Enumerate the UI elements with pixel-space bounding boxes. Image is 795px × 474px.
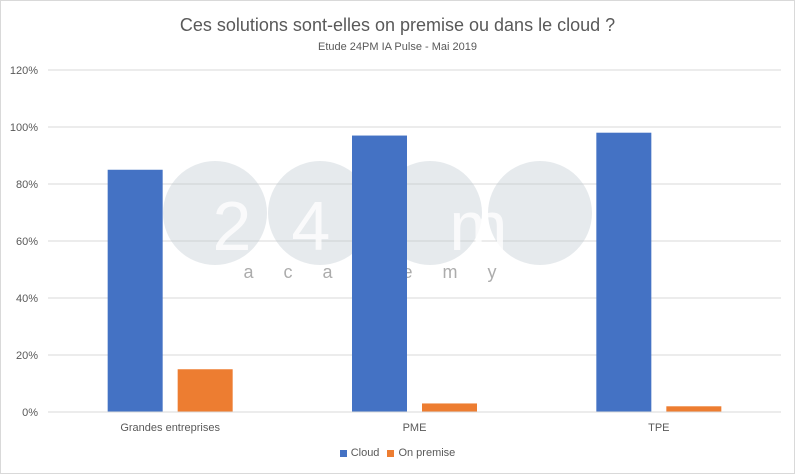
- y-tick-label: 120%: [10, 65, 38, 77]
- bar-on-premise: [177, 369, 233, 412]
- y-tick-label: 60%: [16, 236, 38, 248]
- legend-swatch: [339, 449, 347, 457]
- y-tick-label: 20%: [16, 350, 38, 362]
- x-category-label: Grandes entreprises: [120, 422, 220, 434]
- legend-item: On premise: [387, 447, 455, 459]
- y-tick-label: 40%: [16, 293, 38, 305]
- legend-item: Cloud: [339, 447, 380, 459]
- watermark-circle: [488, 161, 592, 265]
- legend-label: Cloud: [350, 447, 380, 459]
- bar-on-premise: [666, 406, 722, 412]
- bar-on-premise: [422, 403, 477, 412]
- chart-title: Ces solutions sont-elles on premise ou d…: [179, 15, 616, 35]
- y-tick-label: 80%: [16, 179, 38, 191]
- y-tick-label: 0%: [22, 407, 38, 419]
- watermark-circle: [268, 161, 372, 265]
- bar-cloud: [352, 135, 407, 413]
- legend: Cloud On premise: [0, 447, 795, 460]
- legend-swatch: [387, 449, 395, 457]
- watermark-circle: [163, 161, 267, 265]
- y-tick-label: 100%: [10, 122, 38, 134]
- chart-subtitle: Etude 24PM IA Pulse - Mai 2019: [318, 41, 477, 53]
- bar-cloud: [107, 169, 163, 412]
- x-category-label: TPE: [648, 422, 669, 434]
- x-category-label: PME: [403, 422, 427, 434]
- legend-label: On premise: [398, 447, 456, 459]
- bar-cloud: [596, 132, 652, 412]
